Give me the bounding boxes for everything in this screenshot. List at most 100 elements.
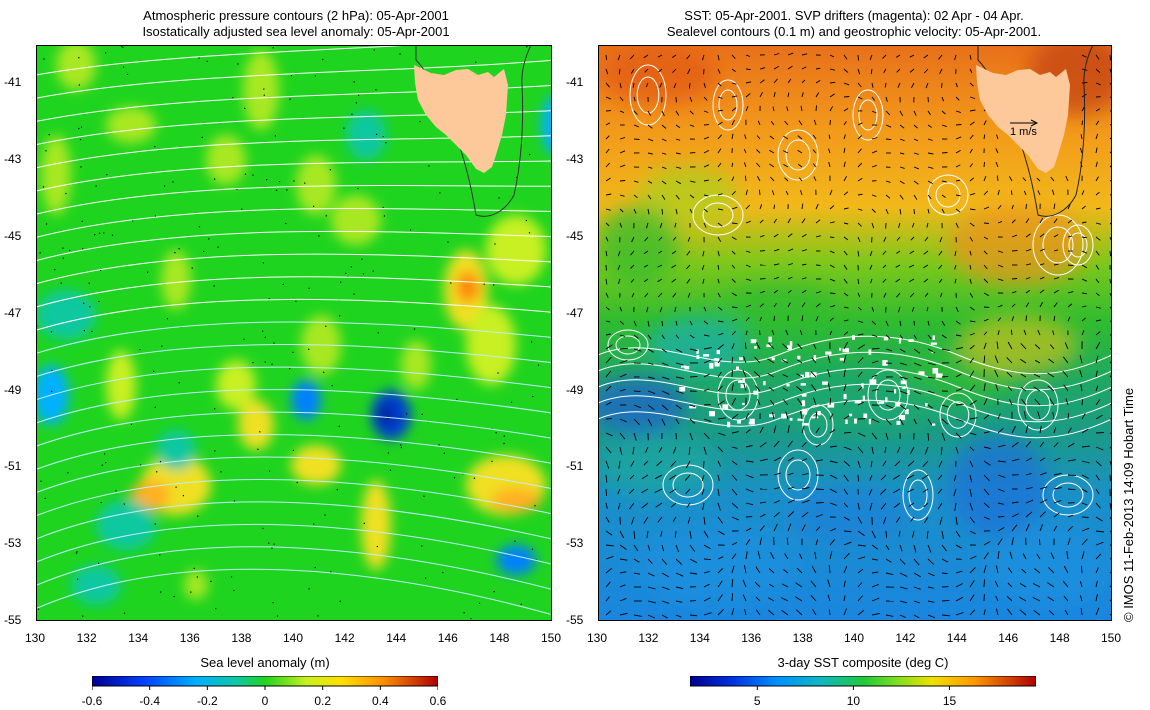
velocity-arrow <box>1067 474 1077 476</box>
velocity-arrow <box>885 110 891 116</box>
velocity-arrow <box>717 222 723 227</box>
velocity-arrow <box>717 594 723 602</box>
velocity-arrow <box>1039 441 1045 448</box>
velocity-arrow <box>647 614 656 619</box>
velocity-arrow <box>773 472 781 476</box>
velocity-arrow <box>689 530 692 539</box>
sla-dot <box>478 602 481 604</box>
velocity-arrow <box>1081 305 1087 308</box>
velocity-arrow <box>1053 218 1058 224</box>
velocity-arrow <box>1025 425 1029 434</box>
velocity-arrow <box>1095 82 1101 86</box>
velocity-arrow <box>1109 557 1112 560</box>
y-tick-label: -55 <box>566 613 584 627</box>
velocity-arrow <box>703 570 710 574</box>
velocity-arrow <box>1009 176 1013 182</box>
velocity-arrow <box>899 558 906 565</box>
pressure-contour-line <box>36 253 552 285</box>
sla-dot <box>76 551 78 553</box>
velocity-arrow <box>1011 501 1019 504</box>
velocity-arrow <box>843 474 849 482</box>
velocity-arrow <box>912 530 915 538</box>
sla-dot <box>206 60 208 62</box>
velocity-arrow <box>871 347 880 350</box>
velocity-arrow <box>702 250 705 257</box>
velocity-arrow <box>885 418 892 426</box>
velocity-arrow <box>743 162 747 168</box>
sealevel-contour-loop <box>852 89 884 141</box>
velocity-arrow <box>955 306 959 312</box>
velocity-arrow <box>671 54 677 58</box>
velocity-arrow <box>801 487 810 490</box>
velocity-arrow <box>658 236 663 241</box>
velocity-arrow <box>688 446 691 455</box>
velocity-arrow <box>1067 537 1071 546</box>
sla-dot <box>82 248 84 250</box>
velocity-arrow <box>787 499 795 504</box>
sla-dot <box>78 84 80 86</box>
velocity-arrow <box>969 54 972 60</box>
velocity-arrow <box>969 567 976 574</box>
velocity-arrow <box>619 320 625 325</box>
velocity-arrow <box>927 558 934 565</box>
velocity-arrow <box>675 334 680 339</box>
velocity-arrow <box>1033 373 1041 378</box>
velocity-arrow <box>675 614 682 618</box>
sla-dot <box>345 272 347 274</box>
velocity-arrow <box>1025 218 1030 224</box>
velocity-arrow <box>661 348 668 353</box>
velocity-arrow <box>801 53 808 56</box>
velocity-arrow <box>773 218 777 224</box>
sla-dot <box>156 471 158 473</box>
velocity-arrow <box>605 370 612 378</box>
velocity-arrow <box>829 106 833 112</box>
sla-dot <box>355 102 357 104</box>
velocity-arrow <box>940 446 943 455</box>
velocity-arrow <box>675 572 684 577</box>
velocity-arrow <box>689 320 693 326</box>
velocity-arrow <box>829 330 833 336</box>
sla-dot <box>382 206 384 208</box>
velocity-arrow <box>787 289 792 294</box>
velocity-arrow <box>869 54 873 61</box>
velocity-arrow <box>1049 398 1055 406</box>
velocity-arrow <box>731 516 739 521</box>
velocity-arrow <box>689 375 698 378</box>
y-tick-label: -49 <box>4 382 22 397</box>
sla-dot <box>139 349 141 351</box>
sst-patch <box>988 525 1108 605</box>
velocity-arrow <box>801 315 804 322</box>
velocity-arrow <box>871 137 878 140</box>
velocity-arrow <box>757 551 761 560</box>
velocity-arrow <box>1039 499 1048 504</box>
velocity-arrow <box>1081 120 1083 126</box>
velocity-arrow <box>745 304 752 308</box>
sla-dot <box>79 139 82 141</box>
x-tick-label: 150 <box>541 631 562 645</box>
velocity-arrow <box>927 586 934 589</box>
velocity-arrow <box>885 530 888 538</box>
velocity-arrow <box>756 149 761 154</box>
velocity-arrow <box>633 432 637 441</box>
velocity-arrow <box>1011 250 1018 252</box>
velocity-arrow <box>617 474 621 482</box>
velocity-arrow <box>773 289 779 294</box>
sla-dot <box>290 75 293 77</box>
velocity-arrow <box>619 222 623 228</box>
velocity-arrow <box>1006 595 1013 602</box>
velocity-arrow <box>843 331 849 336</box>
velocity-arrow <box>755 609 761 616</box>
sla-dot <box>510 401 513 403</box>
velocity-arrow <box>717 264 720 270</box>
velocity-arrow <box>628 488 635 495</box>
velocity-arrow <box>1067 303 1073 308</box>
velocity-arrow <box>731 502 739 509</box>
cloud-speck <box>852 335 855 340</box>
velocity-arrow <box>1039 276 1045 280</box>
sla-dot <box>262 527 264 530</box>
sla-dot <box>82 615 84 617</box>
sla-dot <box>100 501 102 504</box>
sla-dot <box>259 431 261 433</box>
velocity-arrow <box>782 150 789 154</box>
sla-dot <box>439 192 441 194</box>
